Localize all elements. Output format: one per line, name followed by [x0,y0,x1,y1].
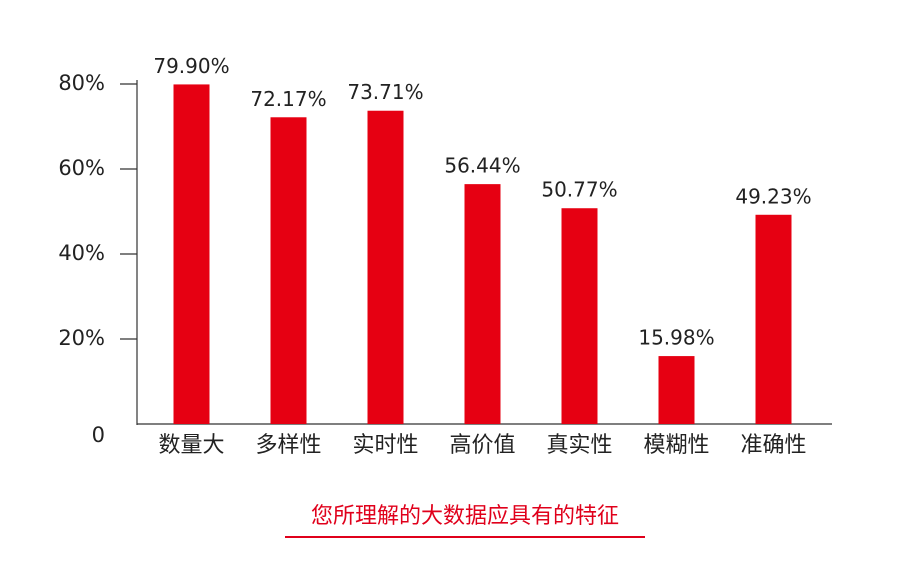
bar [464,184,501,424]
y-tick-label: 80% [58,71,105,95]
bar [755,214,792,424]
x-tick-label: 模糊性 [643,433,709,458]
value-label: 72.17% [250,87,326,111]
value-label: 49.23% [735,184,811,208]
value-label: 79.90% [153,54,229,78]
value-label: 56.44% [444,154,520,178]
value-label: 50.77% [541,178,617,202]
x-tick-label: 真实性 [546,433,612,458]
x-tick-label: 高价值 [449,433,515,458]
value-label: 73.71% [347,80,423,104]
x-tick-label: 数量大 [158,433,224,458]
x-tick-label: 准确性 [740,433,806,458]
bar [270,117,307,424]
bar [561,208,598,424]
value-label: 15.98% [638,326,714,350]
y-tick-label: 40% [58,241,105,265]
y-tick-label: 0 [92,423,105,447]
bar [173,84,210,425]
y-tick-label: 60% [58,156,105,180]
bar [367,110,404,425]
chart-title: 您所理解的大数据应具有的特征 [311,504,619,529]
bar [658,356,695,424]
x-tick-label: 实时性 [352,433,418,458]
y-tick-label: 20% [58,326,105,350]
x-tick-label: 多样性 [255,433,321,458]
